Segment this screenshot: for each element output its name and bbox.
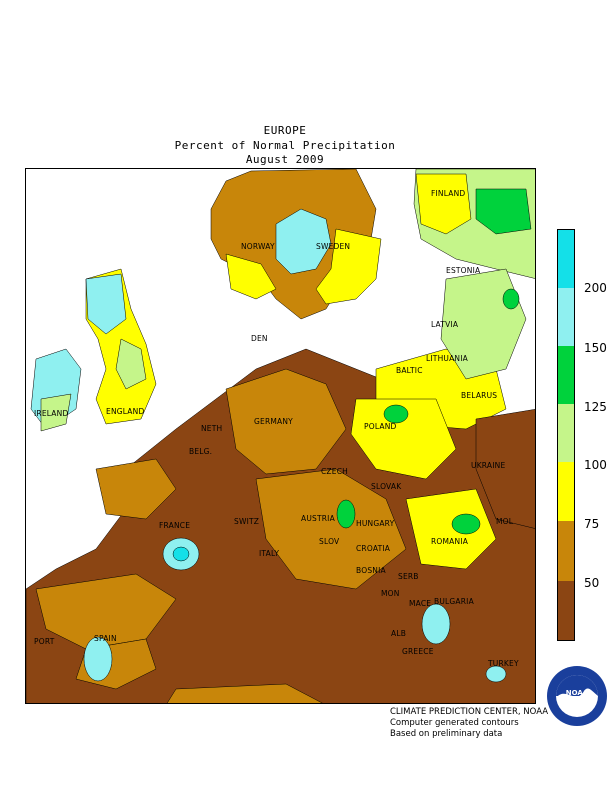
label-germany: GERMANY bbox=[254, 417, 293, 426]
map-period-title: August 2009 bbox=[245, 153, 325, 166]
label-ukraine: UKRAINE bbox=[471, 461, 506, 470]
label-france: FRANCE bbox=[159, 521, 191, 530]
region-finland-yellow bbox=[415, 173, 472, 235]
region-north-africa-orange bbox=[166, 683, 323, 703]
label-albania: ALB bbox=[391, 629, 407, 638]
blob-latvia-green bbox=[502, 288, 520, 310]
label-slovakia: SLOVAK bbox=[371, 482, 402, 491]
legend-label-100: 100 bbox=[584, 458, 607, 472]
label-belgium: BELG. bbox=[189, 447, 213, 456]
label-baltic: BALTIC bbox=[396, 366, 423, 375]
map-variable-title: Percent of Normal Precipitation bbox=[174, 139, 396, 152]
label-finland: FINLAND bbox=[431, 189, 466, 198]
blob-alps-cyan-core bbox=[172, 546, 190, 562]
label-italy: ITALY bbox=[259, 549, 280, 558]
legend-colorbar bbox=[557, 229, 575, 641]
label-moldova: MOL bbox=[496, 517, 514, 526]
label-portugal: PORT bbox=[34, 637, 55, 646]
credit-method: Computer generated contours bbox=[390, 718, 519, 728]
legend-band-lt50 bbox=[558, 581, 574, 640]
label-romania: ROMANIA bbox=[431, 537, 469, 546]
label-latvia: LATVIA bbox=[431, 320, 459, 329]
label-montenegro: MON bbox=[381, 589, 400, 598]
legend-band-100-125 bbox=[558, 404, 574, 462]
region-scotland-cyan bbox=[85, 273, 127, 335]
legend-band-50-75 bbox=[558, 521, 574, 581]
region-germany-orange bbox=[225, 368, 347, 475]
label-bulgaria: BULGARIA bbox=[434, 597, 474, 606]
region-norway-cyan bbox=[275, 208, 332, 275]
blob-greece-cyan bbox=[421, 603, 451, 645]
legend-band-75-100 bbox=[558, 462, 574, 521]
label-belarus: BELARUS bbox=[461, 391, 498, 400]
label-turkey: TURKEY bbox=[488, 659, 519, 668]
label-switzerland: SWITZ bbox=[234, 517, 260, 526]
blob-poland-green bbox=[383, 404, 409, 424]
region-sweden-yellow bbox=[315, 228, 382, 305]
region-france-orange bbox=[95, 458, 177, 520]
label-ireland: IRELAND bbox=[34, 409, 69, 418]
region-norway-south-yellow bbox=[225, 253, 277, 300]
credit-data-status: Based on preliminary data bbox=[390, 729, 503, 739]
label-serbia: SERB bbox=[398, 572, 419, 581]
label-norway: NORWAY bbox=[241, 242, 275, 251]
map-canvas bbox=[26, 169, 535, 703]
region-finland-green bbox=[475, 188, 532, 235]
label-netherlands: NETH bbox=[201, 424, 223, 433]
label-bosnia: BOSNIA bbox=[356, 566, 386, 575]
blob-romania-green bbox=[451, 513, 481, 535]
legend-label-125: 125 bbox=[584, 400, 607, 414]
label-estonia: ESTONIA bbox=[446, 266, 481, 275]
map-region-title: EUROPE bbox=[263, 124, 307, 137]
noaa-logo-text: NOAA bbox=[566, 689, 589, 697]
legend-label-200: 200 bbox=[584, 281, 607, 295]
blob-austria-green bbox=[336, 499, 356, 529]
legend-label-150: 150 bbox=[584, 341, 607, 355]
precipitation-map: FINLAND NORWAY SWEDEN ESTONIA LATVIA LIT… bbox=[25, 168, 536, 704]
label-croatia: CROATIA bbox=[356, 544, 391, 553]
label-greece: GREECE bbox=[402, 647, 434, 656]
label-poland: POLAND bbox=[364, 422, 397, 431]
legend-band-150-200 bbox=[558, 288, 574, 346]
noaa-logo-bird bbox=[557, 688, 598, 697]
region-central-orange bbox=[255, 468, 407, 590]
blob-turkey-cyan bbox=[485, 665, 507, 683]
label-denmark: DEN bbox=[251, 334, 268, 343]
legend-label-50: 50 bbox=[584, 576, 600, 590]
legend-band-gt200 bbox=[558, 230, 574, 288]
label-spain: SPAIN bbox=[94, 634, 117, 643]
label-england: ENGLAND bbox=[106, 407, 145, 416]
legend-label-75: 75 bbox=[584, 517, 600, 531]
label-macedonia: MACE bbox=[409, 599, 432, 608]
region-poland-yellow bbox=[350, 398, 457, 480]
label-slovenia: SLOV bbox=[319, 537, 340, 546]
label-sweden: SWEDEN bbox=[316, 242, 351, 251]
label-hungary: HUNGARY bbox=[356, 519, 395, 528]
label-czech: CZECH bbox=[321, 467, 348, 476]
blob-spain-cyan bbox=[83, 636, 113, 682]
label-lithuania: LITHUANIA bbox=[426, 354, 468, 363]
credit-agency: CLIMATE PREDICTION CENTER, NOAA bbox=[390, 707, 549, 717]
region-ireland-green bbox=[40, 393, 72, 432]
region-ukraine-brown bbox=[475, 409, 535, 529]
noaa-logo: NOAA bbox=[547, 666, 607, 726]
label-austria: AUSTRIA bbox=[301, 514, 335, 523]
region-romania-yellow bbox=[405, 488, 497, 570]
legend-band-125-150 bbox=[558, 346, 574, 404]
region-england-green bbox=[115, 338, 147, 390]
